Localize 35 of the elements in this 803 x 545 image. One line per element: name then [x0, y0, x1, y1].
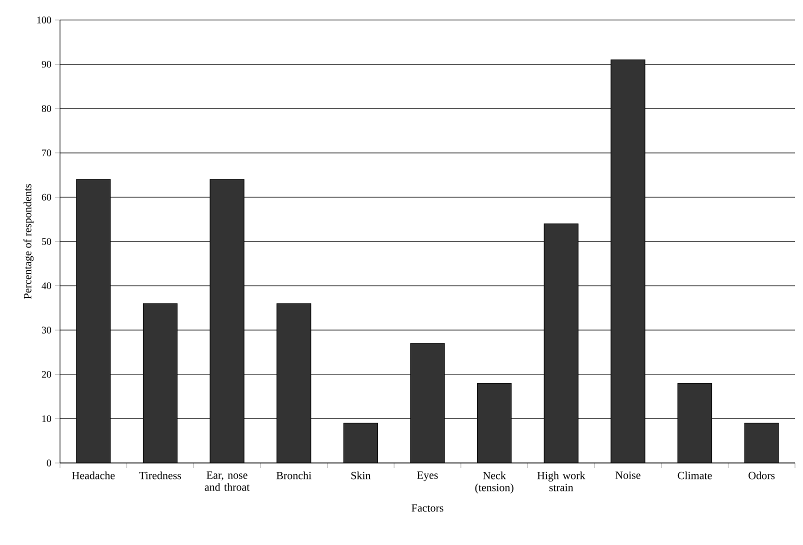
x-tick-label: Odors — [748, 472, 775, 480]
y-tick-label: 30 — [42, 326, 52, 334]
x-tick-label: Bronchi — [276, 472, 312, 480]
y-tick-label: 60 — [42, 194, 52, 201]
y-tick-label: 20 — [42, 371, 52, 378]
x-tick-label: Eyes — [417, 472, 438, 482]
x-axis-title: Factors — [412, 504, 444, 512]
y-tick-label: 0 — [46, 460, 52, 466]
bar — [410, 343, 445, 463]
y-axis-title: Percentage of respondents — [23, 184, 34, 299]
y-tick-label: 80 — [42, 105, 52, 112]
bar — [276, 303, 312, 463]
y-tick-label: 10 — [42, 415, 52, 422]
bar — [610, 60, 646, 463]
y-tick-label: 90 — [42, 60, 52, 68]
x-tick-label: High work strain — [537, 472, 586, 492]
bar — [343, 422, 378, 463]
x-tick-label: Skin — [351, 472, 371, 480]
x-tick-label: Noise — [615, 472, 640, 479]
bar — [76, 179, 111, 463]
y-tick-label: 70 — [42, 150, 52, 156]
bar — [544, 223, 578, 463]
bar — [744, 422, 779, 463]
x-tick-label: Neck (tension) — [475, 472, 514, 494]
x-tick-label: Ear, nose and throat — [204, 472, 250, 491]
bar — [477, 382, 512, 463]
bar — [142, 303, 178, 463]
bar — [210, 179, 244, 463]
x-tick-label: Headache — [72, 472, 115, 480]
bar — [677, 382, 712, 463]
y-tick-label: 40 — [42, 282, 52, 290]
x-tick-label: Tiredness — [139, 472, 182, 480]
x-tick-label: Climate — [678, 472, 712, 480]
y-tick-label: 50 — [42, 238, 52, 245]
y-tick-label: 100 — [37, 16, 52, 24]
